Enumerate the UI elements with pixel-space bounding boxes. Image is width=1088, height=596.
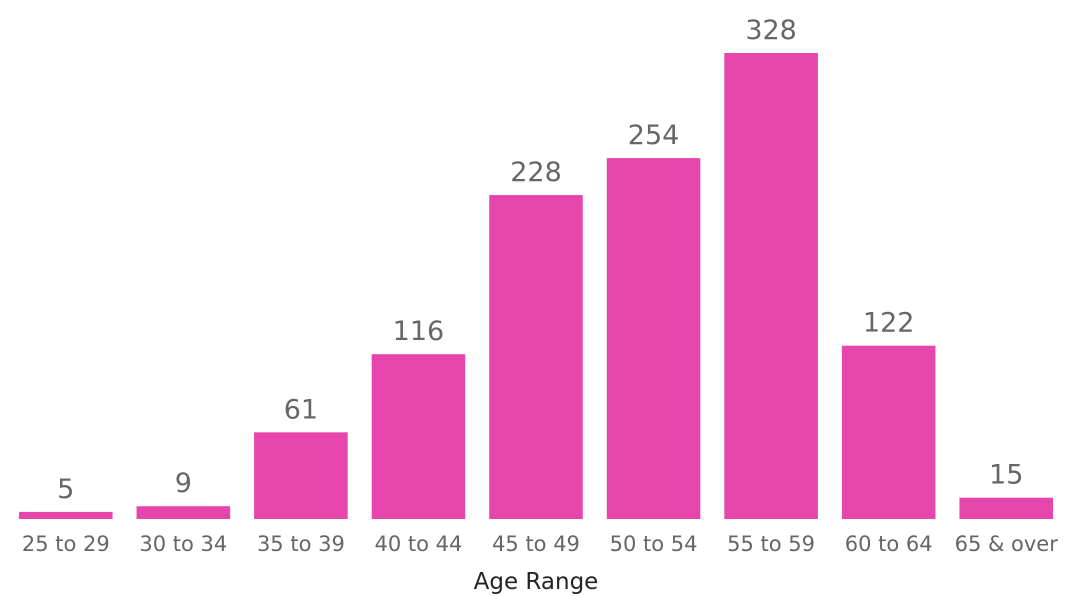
bar-5[interactable] bbox=[606, 158, 701, 519]
bar-1[interactable] bbox=[136, 506, 231, 519]
x-tick-label-6: 55 to 59 bbox=[727, 532, 815, 556]
data-label-0: 5 bbox=[57, 474, 74, 505]
bar-0[interactable] bbox=[19, 511, 113, 519]
x-tick-label-2: 35 to 39 bbox=[257, 532, 345, 556]
data-label-3: 116 bbox=[393, 316, 445, 347]
x-tick-label-7: 60 to 64 bbox=[845, 532, 933, 556]
x-tick-labels-layer: 25 to 29 30 to 34 35 to 39 40 to 44 45 to 49… bbox=[22, 532, 1058, 556]
bar-3[interactable] bbox=[371, 354, 466, 519]
x-tick-label-5: 50 to 54 bbox=[610, 532, 698, 556]
x-tick-label-8: 65 & over bbox=[955, 532, 1059, 556]
data-label-2: 61 bbox=[284, 394, 318, 425]
bar-4[interactable] bbox=[489, 195, 583, 519]
x-tick-label-4: 45 to 49 bbox=[492, 532, 580, 556]
data-label-8: 15 bbox=[989, 460, 1023, 491]
x-tick-label-0: 25 to 29 bbox=[22, 532, 110, 556]
bar-8[interactable] bbox=[959, 497, 1053, 519]
data-labels-layer: 5 9 61 116 228 254 328 122 15 bbox=[57, 15, 1023, 505]
bars-layer bbox=[19, 53, 1053, 519]
bar-6[interactable] bbox=[724, 53, 818, 519]
bar-7[interactable] bbox=[841, 345, 936, 519]
x-tick-label-1: 30 to 34 bbox=[139, 532, 227, 556]
x-tick-label-3: 40 to 44 bbox=[374, 532, 462, 556]
x-axis-title: Age Range bbox=[474, 569, 599, 595]
data-label-5: 254 bbox=[628, 120, 680, 151]
data-label-7: 122 bbox=[863, 308, 915, 339]
data-label-4: 228 bbox=[510, 157, 562, 188]
data-label-1: 9 bbox=[175, 468, 192, 499]
data-label-6: 328 bbox=[745, 15, 797, 46]
bar-2[interactable] bbox=[254, 432, 348, 519]
